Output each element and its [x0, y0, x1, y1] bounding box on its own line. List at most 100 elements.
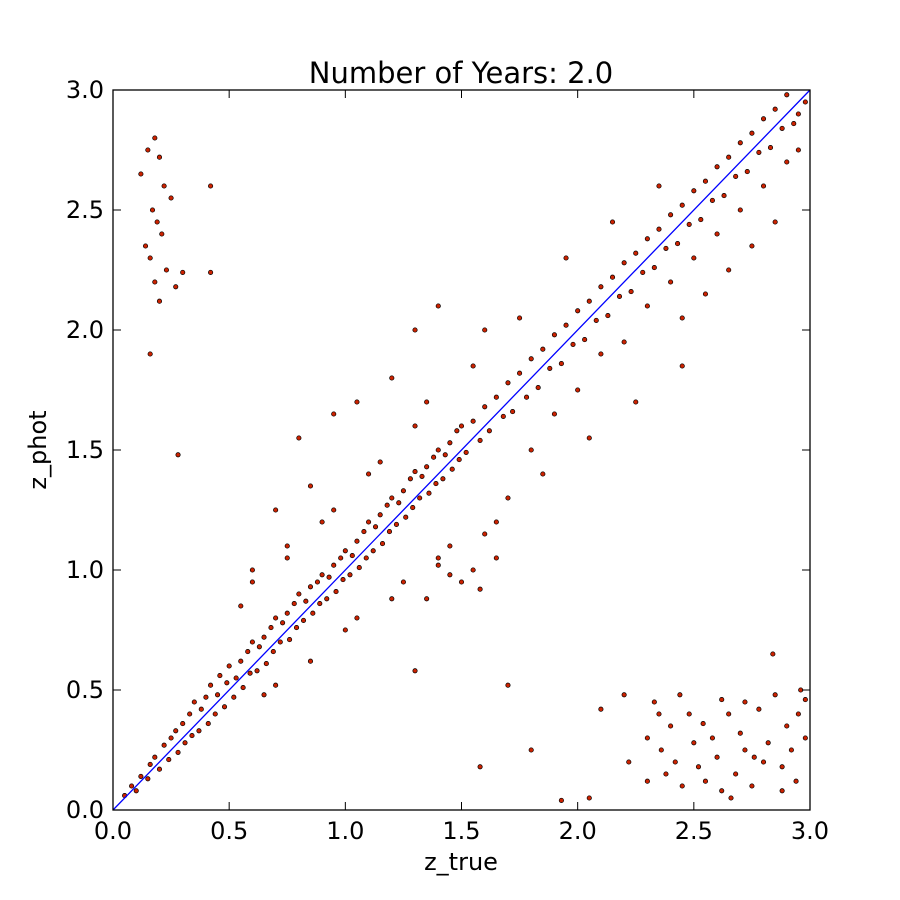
data-point	[208, 269, 214, 275]
data-point	[291, 601, 297, 607]
data-point	[145, 776, 151, 782]
data-point	[633, 399, 639, 405]
data-point	[168, 195, 174, 201]
data-point	[477, 764, 483, 770]
data-point	[435, 555, 441, 561]
y-axis: 0.0 0.5 1.0 1.5 2.0 2.5 3.0	[66, 76, 810, 824]
data-point	[287, 637, 293, 643]
data-point	[173, 728, 179, 734]
data-point	[493, 519, 499, 525]
data-point	[233, 675, 239, 681]
data-point	[447, 543, 453, 549]
data-point	[215, 692, 221, 698]
data-point	[412, 423, 418, 429]
data-point	[726, 267, 732, 273]
data-point	[400, 579, 406, 585]
data-point	[695, 764, 702, 770]
data-point	[644, 778, 650, 784]
data-point	[296, 435, 302, 441]
data-point	[760, 116, 767, 122]
data-point	[470, 363, 476, 369]
data-point	[307, 483, 314, 489]
data-point	[447, 440, 453, 446]
data-point	[528, 447, 534, 453]
y-tick-label: 3.0	[66, 76, 104, 104]
x-axis: 0.0 0.5 1.0 1.5 2.0 2.5 3.0	[94, 90, 829, 845]
data-point	[261, 634, 267, 640]
data-point	[802, 99, 808, 105]
data-point	[133, 788, 139, 794]
data-point	[726, 711, 732, 717]
data-point	[563, 322, 569, 328]
data-point	[386, 529, 393, 535]
x-tick-label: 3.0	[791, 817, 829, 845]
data-point	[417, 495, 423, 501]
data-point	[477, 437, 483, 443]
data-point	[319, 519, 325, 525]
data-point	[770, 651, 776, 657]
data-point	[458, 423, 465, 429]
data-point	[156, 154, 163, 160]
data-point	[575, 387, 581, 393]
data-point	[156, 766, 163, 772]
data-point	[551, 411, 557, 417]
data-point	[505, 495, 511, 501]
data-point	[138, 171, 144, 177]
data-point	[296, 591, 302, 597]
data-point	[668, 212, 674, 218]
data-point	[540, 346, 546, 352]
data-point	[424, 596, 430, 602]
data-point	[793, 778, 799, 784]
data-point	[442, 452, 448, 458]
data-point	[217, 673, 223, 679]
data-point	[454, 428, 460, 434]
data-point	[147, 761, 153, 767]
data-point	[363, 555, 369, 561]
data-point	[726, 154, 732, 160]
data-point	[737, 207, 743, 213]
data-point	[138, 773, 144, 779]
data-point	[714, 754, 720, 760]
data-point	[284, 610, 290, 616]
data-point	[668, 279, 674, 285]
data-point	[226, 663, 232, 669]
x-tick-label: 1.5	[442, 817, 480, 845]
data-point	[493, 555, 499, 561]
data-point	[719, 788, 725, 794]
data-point	[221, 704, 228, 710]
data-point	[280, 620, 286, 626]
data-point	[307, 658, 314, 664]
data-point	[147, 351, 153, 357]
data-point	[458, 579, 465, 585]
data-point	[191, 699, 197, 705]
data-point	[354, 399, 360, 405]
data-point	[412, 327, 418, 333]
data-point	[187, 711, 193, 717]
data-point	[651, 265, 657, 271]
data-point	[779, 125, 785, 131]
data-point	[340, 577, 346, 583]
data-point	[721, 193, 727, 199]
data-point	[156, 298, 163, 304]
data-point	[714, 164, 720, 170]
data-point	[245, 649, 251, 655]
data-point	[470, 567, 476, 573]
data-point	[582, 337, 588, 343]
data-point	[333, 589, 339, 595]
data-point	[691, 255, 697, 261]
data-point	[505, 380, 511, 386]
data-point	[784, 159, 790, 165]
data-point	[412, 469, 418, 475]
data-point	[249, 639, 255, 645]
data-point	[621, 260, 627, 266]
data-point	[407, 476, 413, 482]
data-point	[737, 140, 743, 146]
data-point	[742, 699, 748, 705]
data-point	[361, 529, 367, 535]
x-axis-label: z_true	[424, 848, 498, 876]
data-point	[482, 404, 488, 410]
data-point	[424, 399, 430, 405]
data-point	[424, 464, 430, 470]
data-point	[772, 106, 778, 112]
